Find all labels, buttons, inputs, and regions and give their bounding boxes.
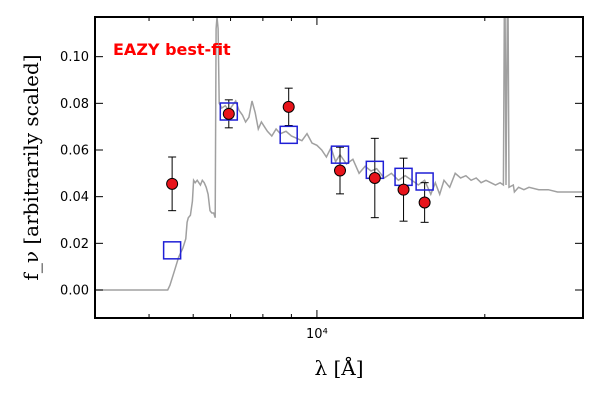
model-point-3 <box>330 145 350 164</box>
observed-layer <box>166 100 431 209</box>
model-point-1 <box>219 102 239 121</box>
y-tick-label-4: 0.08 <box>60 97 89 112</box>
annotation-label: EAZY best-fit <box>113 40 231 59</box>
model-point-0 <box>162 241 182 260</box>
observed-point-5 <box>397 183 410 196</box>
model-point-2 <box>279 125 298 145</box>
y-tick-label-1: 0.02 <box>60 237 89 252</box>
y-tick-label-5: 0.10 <box>60 50 89 65</box>
model-point-6 <box>415 172 434 191</box>
observed-point-4 <box>368 172 381 184</box>
observed-point-3 <box>334 164 347 177</box>
x-tick-label-0: 10⁴ <box>306 327 328 342</box>
plot-frame <box>94 16 584 319</box>
x-axis-label: λ [Å] <box>314 355 363 380</box>
template-layer <box>95 16 583 291</box>
model-photometry-layer <box>162 102 434 260</box>
observed-point-2 <box>282 100 295 113</box>
observed-point-6 <box>418 196 431 209</box>
y-tick-label-2: 0.04 <box>60 190 89 205</box>
y-axis-label: f_ν [arbitrarily scaled] <box>19 54 43 280</box>
template-spectrum-line <box>95 16 583 291</box>
y-tick-label-0: 0.00 <box>60 284 89 299</box>
y-tick-label-3: 0.06 <box>60 144 89 159</box>
observed-point-0 <box>166 177 179 190</box>
observed-point-1 <box>222 107 235 120</box>
